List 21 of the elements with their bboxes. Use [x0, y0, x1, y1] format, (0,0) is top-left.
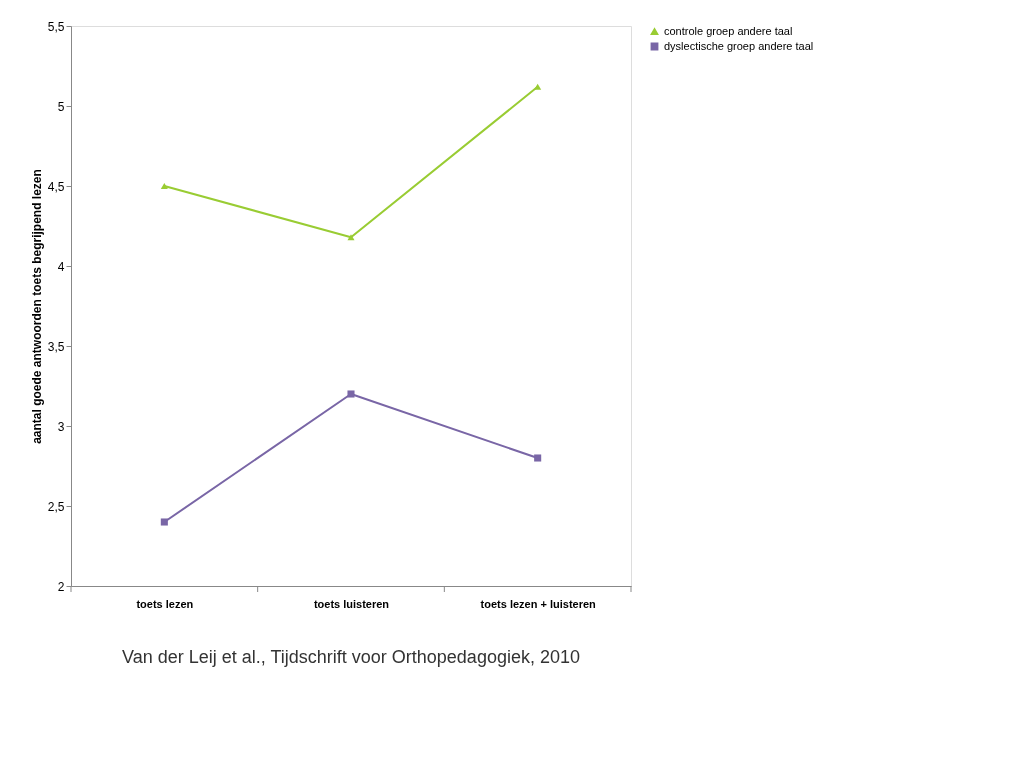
y-tick-label: 5,5	[47, 19, 65, 34]
point	[534, 83, 542, 90]
y-tick-label: 2,5	[47, 499, 65, 514]
legend-label: controle groep andere taal	[664, 24, 793, 37]
y-tick-label: 4	[57, 259, 65, 274]
y-tick-label: 2	[57, 579, 65, 594]
legend-label: dyslectische groep andere taal	[664, 39, 814, 52]
x-tick-label: toets lezen + luisteren	[480, 597, 597, 610]
text: Van der Leij et al., Tijdschrift voor Orthopedagogiek, 2010	[122, 647, 580, 667]
y-tick-label: 4,5	[47, 179, 65, 194]
y-tick-label: 3	[57, 419, 65, 434]
y-tick-label: 5	[57, 99, 65, 114]
point	[347, 390, 355, 398]
point	[160, 518, 168, 526]
x-tick-label: toets luisteren	[313, 597, 390, 610]
y-axis-title: aantal goede antwoorden toets begrijpend lezen	[29, 169, 44, 444]
x-tick-label: toets lezen	[136, 597, 194, 610]
y-tick-label: 3,5	[47, 339, 65, 354]
point	[534, 454, 542, 462]
point	[160, 182, 168, 190]
point	[347, 234, 355, 241]
